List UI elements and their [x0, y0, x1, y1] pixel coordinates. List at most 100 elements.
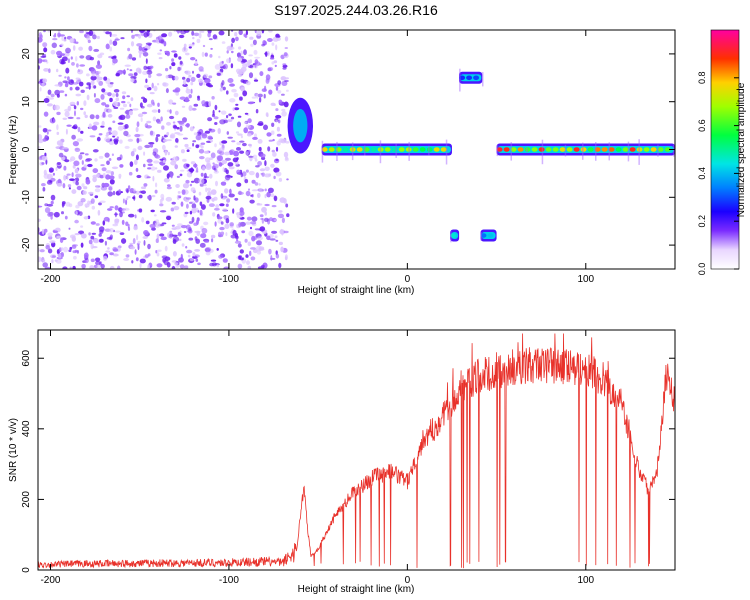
noise-speckle	[60, 61, 66, 65]
noise-speckle	[182, 117, 187, 123]
noise-speckle	[245, 221, 251, 225]
noise-speckle	[255, 172, 260, 179]
noise-speckle	[103, 182, 110, 188]
noise-speckle	[218, 110, 221, 113]
noise-speckle	[134, 249, 137, 255]
colorbar-tick-label: 0.2	[697, 215, 707, 228]
noise-speckle	[220, 193, 224, 199]
noise-speckle	[215, 204, 219, 209]
noise-speckle	[181, 105, 186, 108]
noise-speckle	[281, 108, 286, 112]
noise-speckle	[180, 149, 185, 154]
noise-speckle	[102, 173, 106, 178]
noise-speckle	[197, 262, 201, 266]
noise-speckle	[198, 178, 205, 185]
noise-speckle	[257, 123, 264, 126]
noise-speckle	[151, 195, 156, 198]
noise-speckle	[121, 100, 126, 104]
band-peak	[622, 147, 629, 152]
noise-speckle	[137, 244, 140, 251]
noise-speckle	[200, 204, 206, 210]
noise-speckle	[62, 183, 66, 189]
band-streak	[526, 147, 528, 153]
noise-speckle	[90, 235, 95, 240]
noise-speckle	[149, 143, 154, 148]
noise-speckle	[193, 103, 199, 107]
noise-speckle	[152, 102, 155, 106]
noise-speckle	[73, 255, 77, 260]
noise-speckle	[89, 114, 95, 120]
noise-speckle	[275, 114, 282, 119]
noise-speckle	[86, 82, 91, 86]
noise-speckle	[141, 96, 145, 100]
noise-speckle	[157, 52, 162, 55]
noise-speckle	[259, 226, 266, 232]
noise-speckle	[102, 111, 106, 118]
spectrogram-xtick-label: 100	[577, 274, 594, 285]
band-peak	[349, 147, 356, 152]
band-peak	[657, 147, 664, 152]
noise-speckle	[180, 201, 184, 207]
noise-speckle	[98, 202, 102, 206]
noise-speckle	[257, 93, 263, 98]
noise-speckle	[180, 169, 185, 172]
noise-speckle	[136, 121, 140, 128]
noise-speckle	[245, 30, 248, 36]
band-peak	[335, 147, 342, 152]
noise-speckle	[67, 76, 70, 81]
noise-speckle	[196, 73, 201, 78]
noise-speckle	[153, 85, 158, 92]
noise-speckle	[136, 234, 139, 241]
noise-speckle	[193, 32, 200, 37]
noise-speckle	[193, 163, 198, 168]
noise-speckle	[125, 199, 128, 206]
noise-speckle	[157, 83, 160, 86]
noise-speckle	[129, 161, 134, 167]
noise-speckle	[224, 151, 230, 156]
noise-speckle	[115, 93, 119, 97]
noise-speckle	[228, 113, 232, 117]
noise-speckle	[202, 44, 206, 48]
noise-speckle	[148, 43, 152, 47]
noise-speckle	[166, 215, 172, 221]
noise-speckle	[131, 260, 134, 264]
noise-speckle	[183, 43, 187, 48]
noise-speckle	[185, 197, 191, 200]
noise-speckle	[143, 163, 146, 168]
noise-speckle	[75, 204, 80, 209]
noise-speckle	[222, 258, 228, 263]
noise-speckle	[212, 162, 215, 165]
noise-speckle	[212, 212, 216, 217]
noise-speckle	[174, 87, 181, 93]
noise-speckle	[112, 248, 119, 252]
noise-speckle	[85, 86, 90, 89]
noise-speckle	[139, 258, 146, 264]
noise-speckle	[108, 186, 113, 191]
noise-speckle	[93, 48, 100, 52]
noise-speckle	[168, 99, 174, 105]
noise-speckle	[234, 32, 238, 37]
noise-speckle	[56, 235, 62, 239]
noise-speckle	[185, 70, 191, 75]
noise-speckle	[76, 250, 79, 254]
noise-speckle	[263, 93, 266, 99]
noise-speckle	[237, 263, 243, 269]
spectrogram-ytick-label: 20	[21, 48, 32, 60]
spectrogram-feature-upper-sideband	[459, 68, 484, 92]
noise-speckle	[120, 70, 126, 73]
noise-speckle	[72, 45, 76, 51]
noise-speckle	[188, 94, 192, 99]
noise-speckle	[166, 139, 172, 142]
noise-speckle	[130, 30, 134, 33]
noise-speckle	[99, 52, 105, 56]
noise-speckle	[214, 122, 218, 125]
noise-speckle	[177, 191, 181, 194]
noise-speckle	[213, 170, 219, 174]
noise-speckle	[201, 104, 207, 107]
noise-speckle	[43, 111, 49, 117]
colorbar: 0.0 0.2 0.4 0.6 0.8 Normalized spectral ampl…	[697, 29, 747, 275]
noise-speckle	[137, 145, 143, 151]
noise-speckle	[272, 138, 275, 142]
noise-speckle	[172, 239, 177, 244]
noise-speckle	[246, 216, 252, 221]
